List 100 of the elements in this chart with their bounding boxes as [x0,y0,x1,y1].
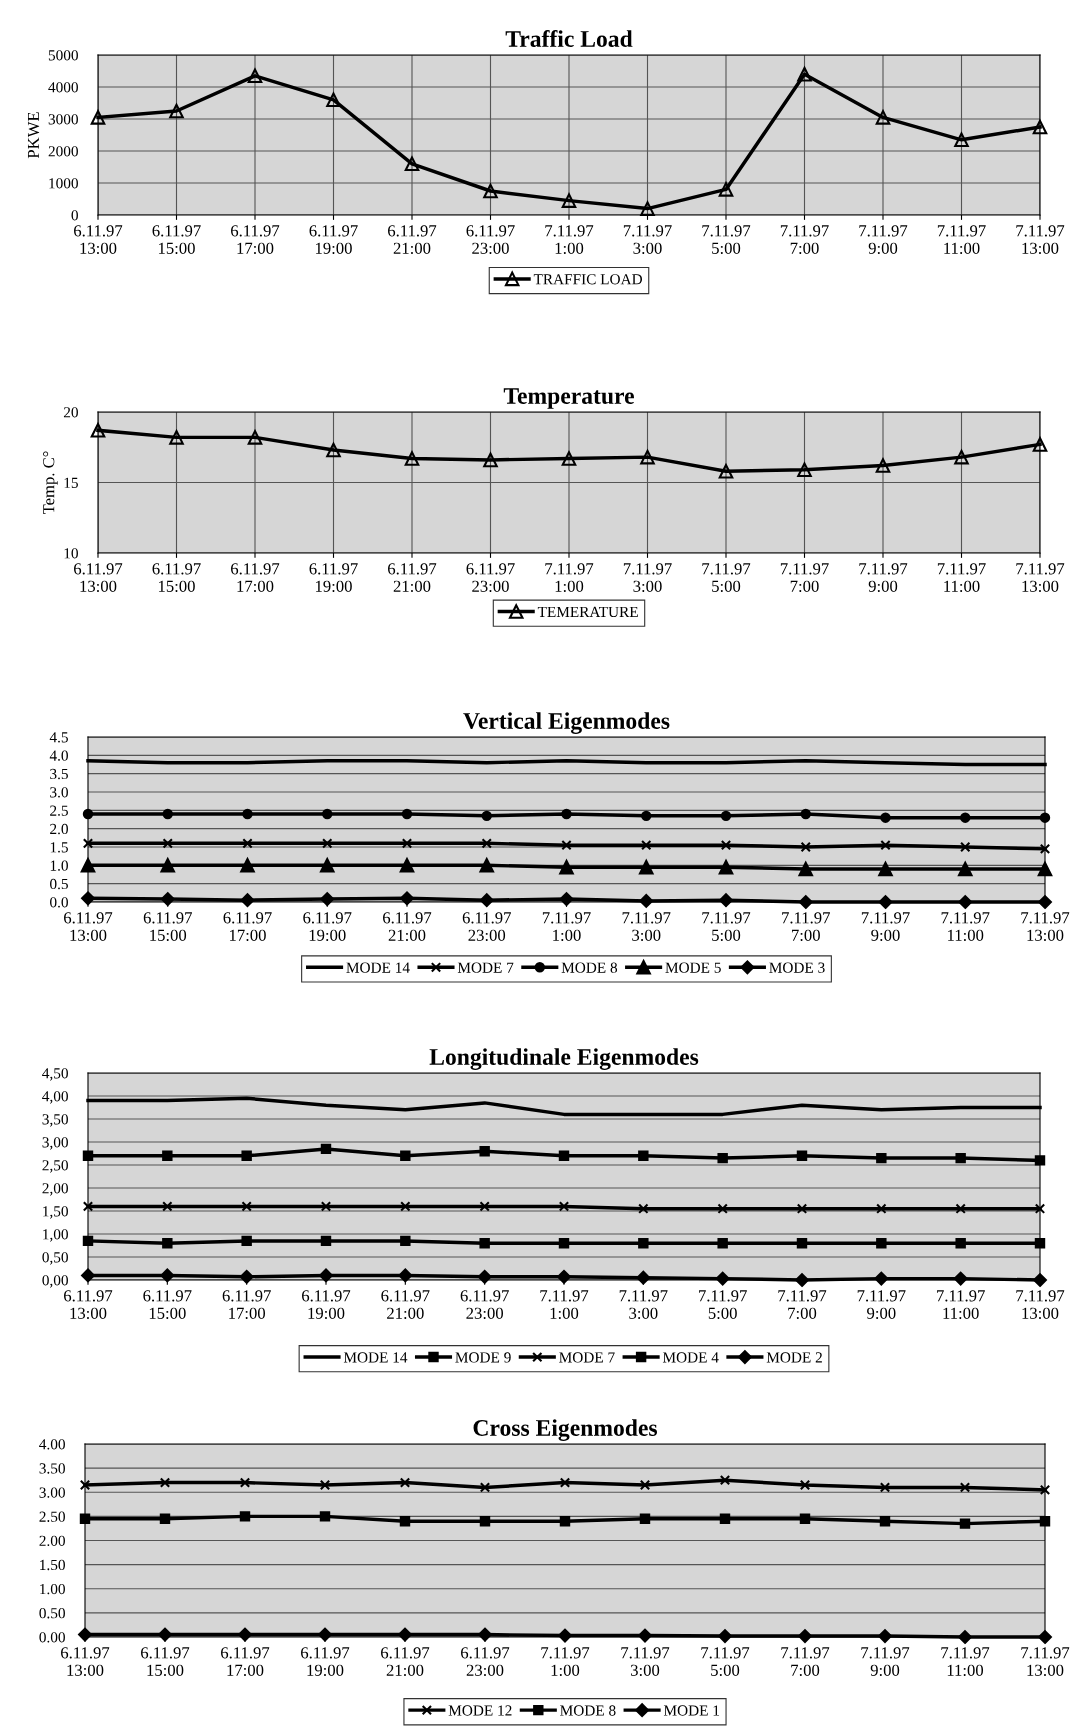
point [878,1629,892,1643]
point [322,808,333,820]
x-tick-label: 7.11.97 7:00 [781,1647,830,1676]
x-tick-label: 7.11.97 9:00 [857,1290,906,1319]
point [639,1513,651,1524]
y-axis-title: Temp. C° [43,451,58,515]
point [959,1482,971,1493]
point [162,808,173,820]
y-tick-label: 3.5 [50,768,68,780]
x-tick-label: 6.11.97 21:00 [381,1647,430,1676]
y-tick-label: 3,50 [42,1114,68,1127]
point [558,1237,570,1249]
x-tick-label: 6.11.97 23:00 [461,1647,510,1676]
point [717,1152,728,1164]
point [82,1150,94,1162]
x-tick-label: 7.11.97 11:00 [941,1647,990,1676]
legend-label: TRAFFIC LOAD [533,274,643,285]
x-tick-label: 7.11.97 5:00 [699,1290,747,1319]
point [79,1479,91,1491]
point [800,808,811,820]
x-tick-label: 7.11.97 11:00 [937,225,986,254]
point [82,838,94,849]
y-tick-label: 1.00 [40,1583,65,1595]
point [78,1627,92,1642]
point [639,893,654,908]
x-tick-label: 7.11.97 9:00 [861,1647,910,1676]
point [874,1271,889,1286]
y-tick-label: 0.5 [50,878,68,890]
x-tick-label: 7.11.97 1:00 [542,912,591,941]
x-tick-label: 6.11.97 21:00 [388,563,437,592]
point [479,1515,491,1527]
y-tick-label: 4.5 [49,732,68,743]
chart-title: Temperature [503,388,634,409]
y-tick-label: 15 [64,477,78,488]
x-tick-label: 7.11.97 11:00 [937,1290,985,1319]
point [239,1511,251,1522]
point [90,423,106,438]
point [400,891,414,906]
point [81,1268,95,1283]
point [960,841,971,853]
point [160,892,175,906]
x-tick-label: 6.11.97 21:00 [383,912,432,941]
x-tick-label: 7.11.97 5:00 [701,1647,750,1676]
y-tick-label: 2000 [48,146,78,157]
point [240,893,255,908]
point [720,839,732,851]
point [319,1479,331,1491]
x-tick-label: 7.11.97 11:00 [937,563,986,592]
point [159,1477,171,1488]
point [1034,1203,1046,1214]
point [875,458,891,473]
point [159,1513,171,1524]
x-tick-label: 6.11.97 15:00 [143,912,192,941]
point [561,193,577,208]
legend-label: MODE 3 [769,962,825,973]
x-tick-label: 7.11.97 3:00 [623,225,672,254]
point [876,1152,887,1164]
point [320,1143,332,1155]
y-tick-label: 1000 [49,178,78,189]
x-tick-label: 7.11.97 3:00 [623,563,672,592]
point [247,430,263,445]
point [559,892,574,906]
point [481,810,492,822]
point [479,1482,491,1493]
x-tick-label: 7.11.97 1:00 [545,225,594,254]
y-tick-label: 3.0 [50,787,68,798]
x-tick-label: 6.11.97 23:00 [466,225,515,254]
x-tick-label: 6.11.97 19:00 [301,1647,350,1676]
point [1034,1155,1046,1166]
legend-label: MODE 1 [663,1705,720,1716]
point [797,66,812,82]
point [640,201,655,216]
point [169,103,184,119]
point [1038,1630,1052,1644]
x-tick-label: 7.11.97 9:00 [859,225,908,254]
y-tick-label: 4000 [48,82,78,93]
point [958,895,973,909]
y-tick-label: 2.0 [50,823,68,835]
point [959,1518,971,1529]
point [880,839,891,851]
point [82,808,94,820]
point [239,1269,254,1284]
point [957,861,973,877]
point [483,452,498,468]
point [638,1150,649,1162]
x-tick-label: 6.11.97 17:00 [223,912,272,941]
y-tick-label: 1.50 [40,1559,65,1571]
x-tick-label: 7.11.97 3:00 [622,912,671,941]
point [1039,812,1051,823]
x-tick-label: 7.11.97 7:00 [780,563,829,592]
legend-label: MODE 2 [766,1352,822,1363]
point [799,1479,811,1491]
point [955,1152,966,1164]
point [719,1474,731,1486]
y-tick-label: 1,00 [43,1229,68,1242]
y-tick-label: 4,50 [42,1068,68,1081]
point [1038,895,1052,909]
point [82,1201,94,1212]
x-tick-label: 7.11.97 3:00 [619,1290,668,1319]
y-tick-label: 3.00 [39,1487,65,1498]
